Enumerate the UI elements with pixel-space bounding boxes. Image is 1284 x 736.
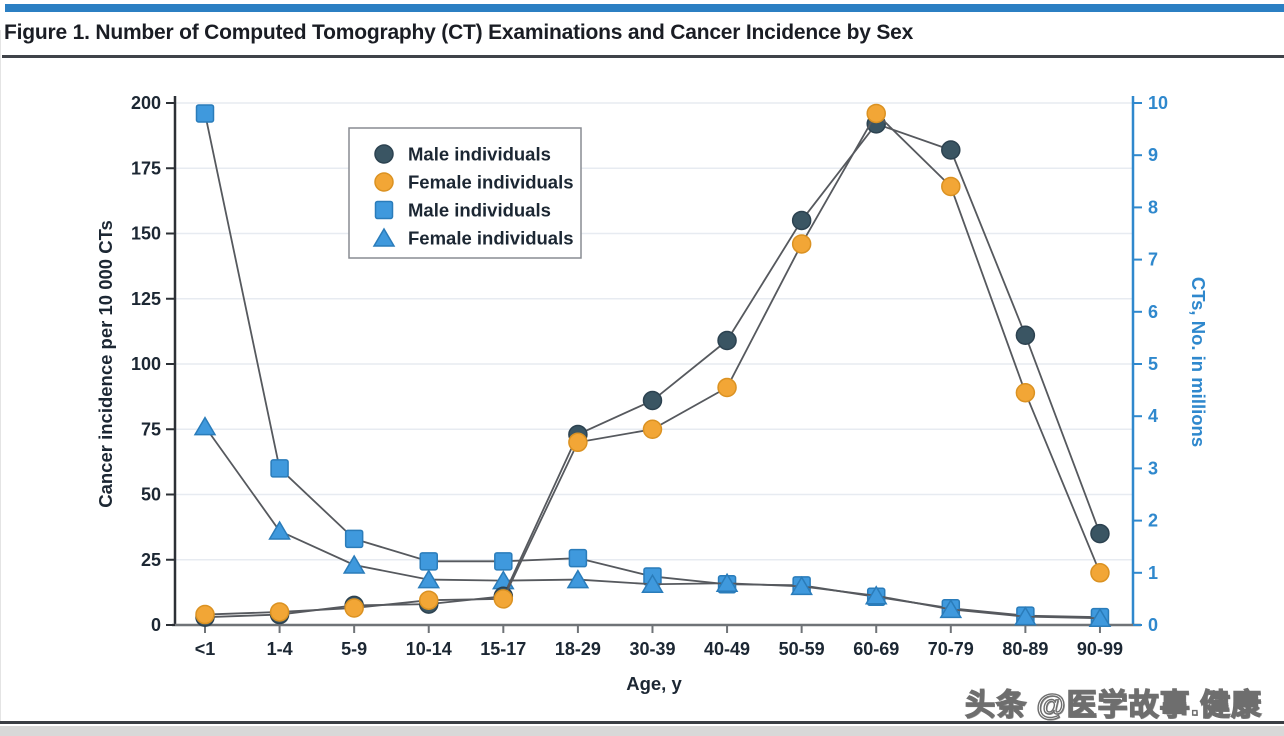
x-axis-tick-label: 1-4 (267, 639, 293, 659)
point-female-incidence (344, 598, 364, 618)
point-female-incidence (941, 176, 961, 197)
point-female-incidence (418, 590, 439, 610)
point-female-incidence (1090, 563, 1110, 583)
legend-marker-triangle-female-cts (372, 227, 396, 247)
right-axis-tick-label: 7 (1148, 250, 1158, 270)
right-axis-tick-label: 6 (1148, 302, 1158, 322)
right-axis-tick-label: 9 (1148, 145, 1158, 165)
series-line-male-incidence (204, 122, 1101, 619)
point-female-incidence (493, 589, 514, 609)
x-axis-tick-label: 40-49 (704, 639, 750, 659)
left-axis-tick-label: 25 (141, 550, 161, 570)
left-axis-title: Cancer incidence per 10 000 CTs (95, 220, 116, 508)
point-female-cts (864, 585, 888, 605)
point-female-cts (566, 569, 590, 589)
right-axis-tick-label: 1 (1148, 563, 1158, 583)
point-female-cts (939, 598, 963, 619)
legend-label: Male individuals (408, 200, 551, 221)
left-axis-tick-label: 125 (131, 289, 161, 309)
x-axis-tick-label: 50-59 (779, 639, 825, 659)
legend-marker-circle-male-incidence (374, 144, 394, 164)
x-axis-tick-label: 90-99 (1077, 639, 1123, 659)
legend-marker-square-male-cts (374, 200, 394, 220)
x-axis-tick-label: 30-39 (629, 639, 675, 659)
point-male-incidence (717, 330, 737, 351)
x-axis-tick-label: 18-29 (555, 639, 601, 659)
point-female-incidence (642, 419, 663, 439)
right-axis-tick-label: 0 (1148, 615, 1158, 635)
point-male-cts (344, 529, 364, 549)
point-female-cts (1014, 606, 1037, 626)
x-axis-tick-label: 70-79 (928, 639, 974, 659)
point-male-incidence (791, 210, 812, 231)
point-female-cts (193, 416, 217, 436)
legend-marker-circle-female-incidence (374, 172, 394, 192)
x-axis-tick-label: 60-69 (853, 639, 899, 659)
point-male-cts (419, 552, 438, 571)
figure-title: Figure 1. Number of Computed Tomography … (4, 21, 914, 44)
point-male-incidence (1090, 523, 1110, 544)
watermark-text: 头条 @医学故事.健康 (964, 688, 1262, 722)
point-female-cts (1088, 607, 1112, 627)
left-axis-tick-label: 75 (141, 419, 161, 439)
point-female-cts (790, 575, 813, 596)
right-axis-tick-label: 10 (1148, 93, 1168, 113)
right-axis-tick-label: 5 (1148, 354, 1158, 374)
x-axis-tick-label: 80-89 (1002, 639, 1048, 659)
right-axis-tick-label: 2 (1148, 511, 1158, 531)
legend-label: Male individuals (408, 144, 551, 165)
point-female-incidence (568, 432, 588, 453)
point-female-incidence (269, 602, 290, 622)
card-bottom-border (0, 721, 1284, 724)
left-axis-tick-label: 50 (141, 485, 161, 505)
point-female-incidence (1015, 382, 1036, 403)
point-male-incidence (1015, 325, 1036, 346)
point-male-cts (568, 548, 588, 568)
x-axis-tick-label: 5-9 (341, 639, 367, 659)
point-male-cts (494, 552, 513, 571)
left-axis-tick-label: 0 (151, 615, 161, 635)
legend-label: Female individuals (408, 228, 574, 249)
x-axis-tick-label: 10-14 (406, 639, 452, 659)
point-male-incidence (941, 140, 961, 160)
right-axis-title: CTs, No. in millions (1188, 277, 1209, 447)
page-edge-strip (0, 726, 1284, 736)
point-female-cts (715, 572, 739, 592)
point-female-incidence (866, 103, 886, 124)
left-axis-tick-label: 175 (131, 158, 161, 178)
title-divider (2, 55, 1284, 58)
right-axis-tick-label: 8 (1148, 197, 1158, 217)
point-male-cts (195, 104, 215, 123)
point-male-incidence (642, 390, 663, 411)
point-female-incidence (791, 234, 812, 254)
right-axis-tick-label: 4 (1148, 406, 1158, 426)
card-left-border (0, 30, 1, 722)
point-female-cts (417, 569, 441, 589)
left-axis-tick-label: 100 (131, 354, 161, 374)
top-accent-bar (5, 4, 1284, 12)
point-female-incidence (717, 377, 737, 398)
left-axis-tick-label: 200 (131, 93, 161, 113)
point-female-incidence (195, 604, 215, 625)
x-axis-tick-label: <1 (195, 639, 216, 659)
point-male-cts (270, 459, 289, 478)
legend-label: Female individuals (408, 172, 574, 193)
right-axis-tick-label: 3 (1148, 458, 1158, 478)
point-female-cts (268, 520, 291, 540)
left-axis-tick-label: 150 (131, 224, 161, 244)
x-axis-tick-label: 15-17 (480, 639, 526, 659)
x-axis-title: Age, y (626, 673, 682, 694)
point-female-cts (342, 554, 366, 574)
point-female-cts (641, 573, 664, 594)
